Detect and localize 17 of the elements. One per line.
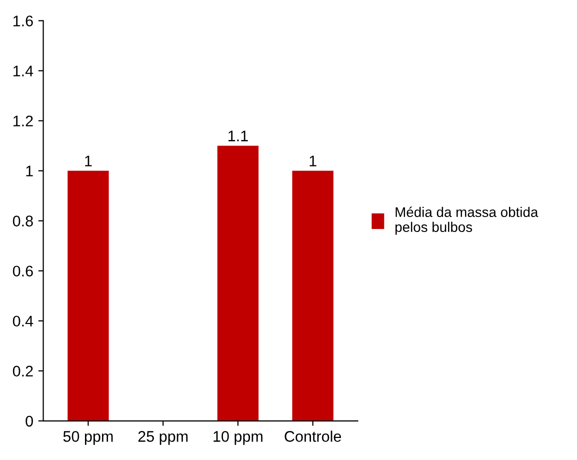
x-tick-label: 25 ppm	[138, 431, 188, 445]
y-tick-label: 1.4	[13, 66, 34, 76]
data-label: 1	[85, 156, 92, 166]
x-tick-label: 50 ppm	[63, 431, 113, 445]
x-tick-label: Controle	[284, 430, 342, 442]
y-tick-label: 1	[26, 166, 33, 176]
y-tick-label: 0.6	[12, 266, 33, 277]
y-tick-label: 1.2	[13, 116, 33, 126]
legend-label: Média da massa obtida pelos bulbos	[395, 206, 538, 235]
y-tick-label: 0.2	[12, 366, 33, 377]
x-tick-label: 10 ppm	[214, 431, 262, 445]
data-label: 1	[310, 156, 316, 166]
data-label: 1.1	[228, 130, 248, 142]
y-tick-label: 0.8	[12, 216, 33, 226]
y-tick-label: 0.4	[12, 316, 34, 327]
y-tick-label: 0	[26, 416, 33, 427]
y-tick-label: 1.6	[13, 16, 33, 26]
